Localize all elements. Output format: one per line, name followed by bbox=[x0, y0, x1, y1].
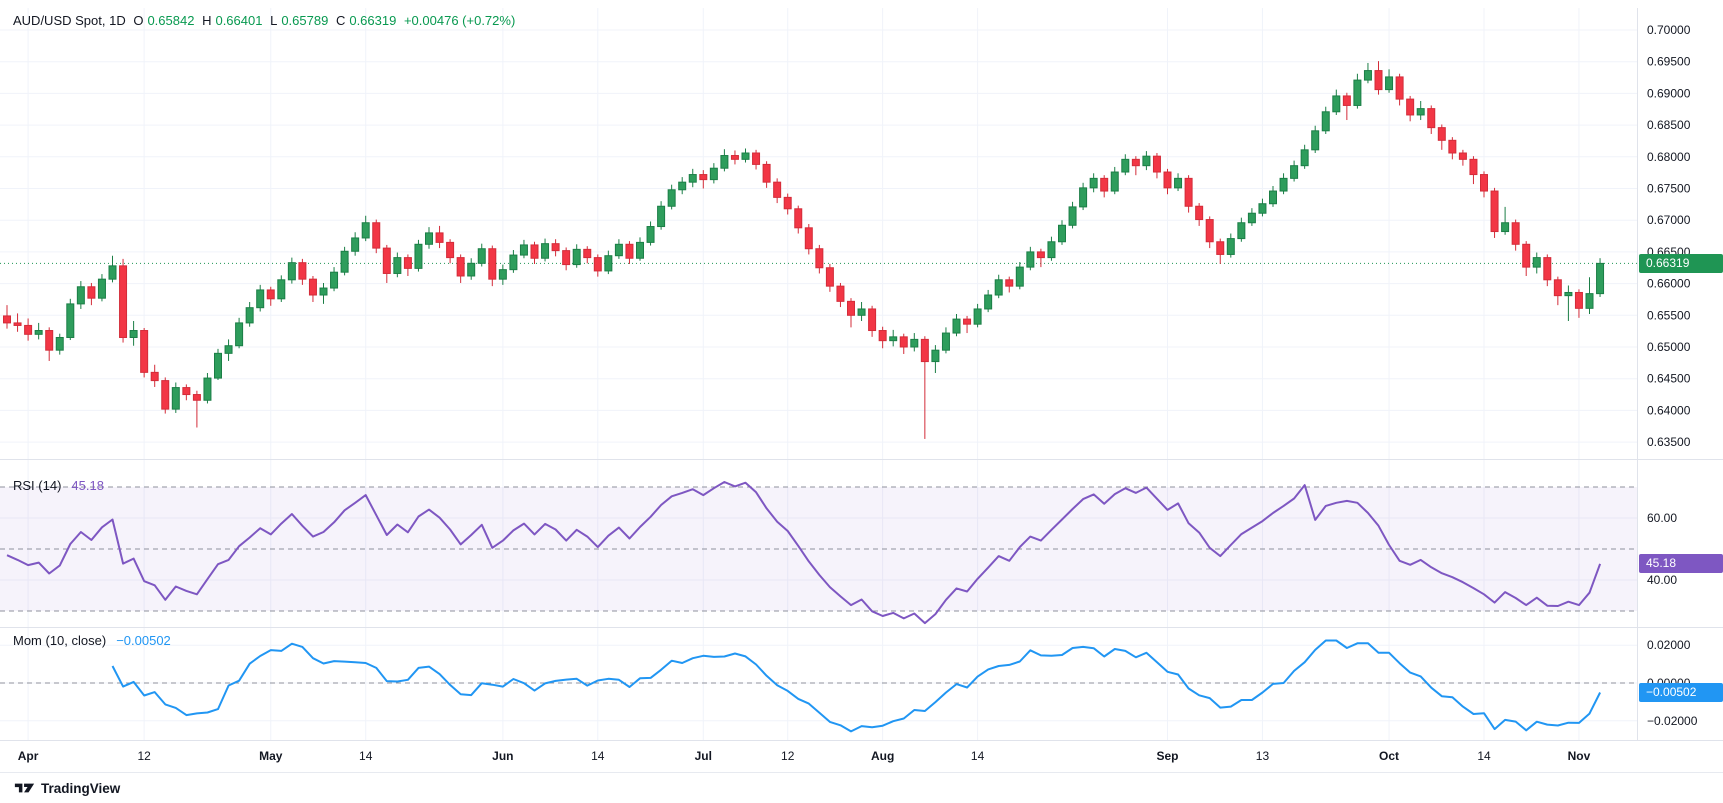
open-value: 0.65842 bbox=[147, 13, 195, 28]
momentum-value-badge: −0.00502 bbox=[1639, 683, 1723, 702]
rsi-value-badge: 45.18 bbox=[1639, 554, 1723, 573]
svg-text:14: 14 bbox=[971, 749, 985, 763]
momentum-value: −0.00502 bbox=[116, 633, 171, 648]
svg-text:0.67500: 0.67500 bbox=[1647, 182, 1691, 196]
tradingview-brand-text: TradingView bbox=[41, 780, 121, 796]
svg-text:12: 12 bbox=[781, 749, 795, 763]
tradingview-link[interactable]: TradingView bbox=[14, 780, 120, 796]
symbol-legend[interactable]: AUD/USD Spot, 1D O 0.65842 H 0.66401 L 0.65… bbox=[13, 13, 519, 28]
svg-text:Oct: Oct bbox=[1379, 749, 1399, 763]
rsi-title: RSI (14) bbox=[13, 478, 62, 493]
rsi-value: 45.18 bbox=[71, 478, 104, 493]
low-value: 0.65789 bbox=[281, 13, 329, 28]
momentum-legend[interactable]: Mom (10, close) −0.00502 bbox=[13, 633, 175, 648]
change-value: +0.00476 (+0.72%) bbox=[403, 13, 516, 28]
high-value: 0.66401 bbox=[215, 13, 263, 28]
svg-text:Aug: Aug bbox=[871, 749, 894, 763]
svg-text:0.63500: 0.63500 bbox=[1647, 435, 1691, 449]
close-label: C bbox=[335, 13, 346, 28]
close-value: 0.66319 bbox=[349, 13, 397, 28]
svg-text:0.65000: 0.65000 bbox=[1647, 340, 1691, 354]
svg-text:12: 12 bbox=[137, 749, 151, 763]
svg-text:60.00: 60.00 bbox=[1647, 511, 1677, 525]
last-price-badge: 0.66319 bbox=[1639, 254, 1723, 273]
svg-text:0.69500: 0.69500 bbox=[1647, 55, 1691, 69]
svg-text:0.64500: 0.64500 bbox=[1647, 372, 1691, 386]
momentum-title: Mom (10, close) bbox=[13, 633, 107, 648]
svg-text:0.70000: 0.70000 bbox=[1647, 23, 1691, 37]
svg-text:14: 14 bbox=[591, 749, 605, 763]
svg-text:0.68000: 0.68000 bbox=[1647, 150, 1691, 164]
svg-text:13: 13 bbox=[1256, 749, 1270, 763]
high-label: H bbox=[202, 13, 212, 28]
svg-text:0.69000: 0.69000 bbox=[1647, 86, 1691, 100]
svg-text:−0.02000: −0.02000 bbox=[1647, 714, 1698, 728]
svg-text:0.64000: 0.64000 bbox=[1647, 403, 1691, 417]
svg-text:Jun: Jun bbox=[492, 749, 513, 763]
open-label: O bbox=[133, 13, 144, 28]
svg-text:Sep: Sep bbox=[1156, 749, 1178, 763]
svg-text:40.00: 40.00 bbox=[1647, 573, 1677, 587]
svg-text:0.68500: 0.68500 bbox=[1647, 118, 1691, 132]
svg-text:Nov: Nov bbox=[1568, 749, 1591, 763]
svg-text:Apr: Apr bbox=[18, 749, 39, 763]
svg-text:14: 14 bbox=[1477, 749, 1491, 763]
tradingview-logo-icon bbox=[14, 780, 35, 796]
svg-text:14: 14 bbox=[359, 749, 373, 763]
attribution-bar: TradingView bbox=[0, 772, 1723, 803]
svg-text:Jul: Jul bbox=[695, 749, 712, 763]
svg-text:0.65500: 0.65500 bbox=[1647, 308, 1691, 322]
low-label: L bbox=[270, 13, 278, 28]
svg-text:0.67000: 0.67000 bbox=[1647, 213, 1691, 227]
rsi-legend[interactable]: RSI (14) 45.18 bbox=[13, 478, 108, 493]
symbol-title: AUD/USD Spot, 1D bbox=[13, 13, 126, 28]
svg-text:0.02000: 0.02000 bbox=[1647, 638, 1691, 652]
svg-text:0.66000: 0.66000 bbox=[1647, 277, 1691, 291]
svg-text:May: May bbox=[259, 749, 283, 763]
